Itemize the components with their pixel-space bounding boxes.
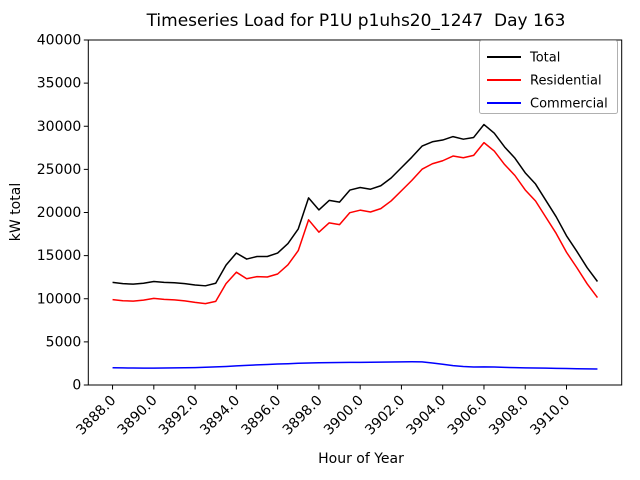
x-tick-label: 3892.0 bbox=[156, 393, 202, 439]
chart-title: Timeseries Load for P1U p1uhs20_1247 Day… bbox=[146, 11, 566, 31]
y-tick-label: 15000 bbox=[37, 248, 82, 264]
series-line-total bbox=[112, 123, 599, 287]
y-tick-label: 5000 bbox=[46, 334, 82, 350]
x-tick-label: 3906.0 bbox=[445, 393, 491, 439]
series-line-residential bbox=[112, 141, 599, 305]
y-tick-label: 35000 bbox=[37, 76, 82, 92]
y-tick-label: 20000 bbox=[37, 205, 82, 221]
x-tick-label: 3910.0 bbox=[527, 393, 573, 439]
legend-label-commercial: Commercial bbox=[530, 97, 608, 112]
x-tick-label: 3896.0 bbox=[238, 393, 284, 439]
series-line-commercial bbox=[112, 361, 598, 370]
x-tick-label: 3908.0 bbox=[486, 393, 532, 439]
legend-label-residential: Residential bbox=[530, 74, 602, 89]
x-tick-label: 3902.0 bbox=[362, 393, 408, 439]
x-tick-label: 3900.0 bbox=[321, 393, 367, 439]
x-tick-label: 3890.0 bbox=[115, 393, 161, 439]
y-tick-label: 0 bbox=[72, 378, 81, 394]
x-tick-label: 3894.0 bbox=[197, 393, 243, 439]
legend-box bbox=[479, 40, 618, 114]
legend: Total Residential Commercial bbox=[479, 40, 618, 114]
y-tick-label: 40000 bbox=[37, 33, 82, 49]
y-axis-label: kW total bbox=[8, 183, 24, 241]
y-tick-label: 10000 bbox=[37, 291, 82, 307]
legend-label-total: Total bbox=[529, 51, 560, 66]
y-tick-label: 25000 bbox=[37, 162, 82, 178]
x-tick-label: 3888.0 bbox=[73, 393, 119, 439]
y-tick-label: 30000 bbox=[37, 119, 82, 135]
x-tick-label: 3904.0 bbox=[404, 393, 450, 439]
x-axis-label: Hour of Year bbox=[318, 451, 404, 467]
x-tick-label: 3898.0 bbox=[280, 393, 326, 439]
